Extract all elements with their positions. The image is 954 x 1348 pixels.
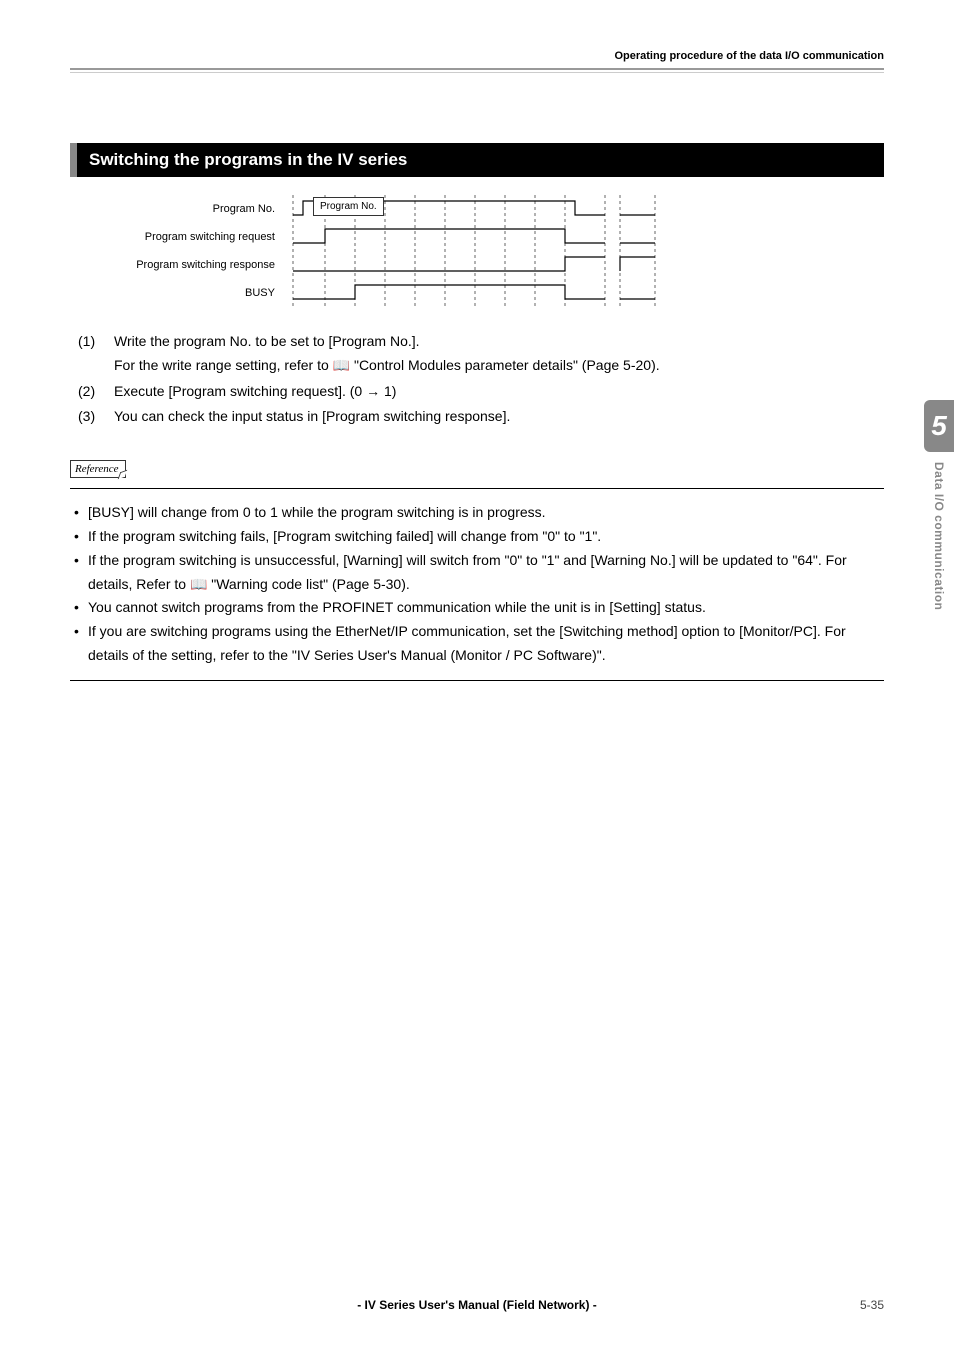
step-2-num: (2) <box>78 380 114 404</box>
step-2: (2) Execute [Program switching request].… <box>78 380 884 404</box>
step-1-num: (1) <box>78 330 114 378</box>
step-3-num: (3) <box>78 405 114 429</box>
chapter-number-badge: 5 <box>924 400 954 452</box>
step-1-line-0: Write the program No. to be set to [Prog… <box>114 330 884 354</box>
timing-label-2: Program switching response <box>110 259 285 271</box>
timing-label-1: Program switching request <box>110 231 285 243</box>
reference-badge: Reference <box>70 460 126 478</box>
header-rule <box>70 72 884 73</box>
timing-label-0: Program No. <box>110 203 285 215</box>
step-1: (1) Write the program No. to be set to [… <box>78 330 884 378</box>
program-no-box: Program No. <box>313 197 384 216</box>
timing-label-3: BUSY <box>110 287 285 299</box>
section-title: Switching the programs in the IV series <box>70 143 884 177</box>
step-2-line-0: Execute [Program switching request]. (0 … <box>114 380 884 404</box>
step-3-line-0: You can check the input status in [Progr… <box>114 405 884 429</box>
side-tab: 5 Data I/O communication <box>924 400 954 610</box>
footer-title: - IV Series User's Manual (Field Network… <box>70 1298 884 1312</box>
step-3: (3) You can check the input status in [P… <box>78 405 884 429</box>
chapter-label: Data I/O communication <box>932 462 946 610</box>
timing-diagram: Program No. Program switching request Pr… <box>110 195 884 312</box>
reference-block: •[BUSY] will change from 0 to 1 while th… <box>70 488 884 681</box>
ref-bullet-4: If you are switching programs using the … <box>88 620 880 668</box>
steps-list: (1) Write the program No. to be set to [… <box>78 330 884 429</box>
ref-bullet-2: If the program switching is unsuccessful… <box>88 549 880 597</box>
page-footer: - IV Series User's Manual (Field Network… <box>70 1298 884 1312</box>
header-breadcrumb: Operating procedure of the data I/O comm… <box>70 50 884 70</box>
ref-bullet-1: If the program switching fails, [Program… <box>88 525 601 549</box>
page-number: 5-35 <box>860 1298 884 1312</box>
ref-bullet-0: [BUSY] will change from 0 to 1 while the… <box>88 501 546 525</box>
step-1-line-1: For the write range setting, refer to 📖 … <box>114 354 884 378</box>
ref-bullet-3: You cannot switch programs from the PROF… <box>88 596 706 620</box>
